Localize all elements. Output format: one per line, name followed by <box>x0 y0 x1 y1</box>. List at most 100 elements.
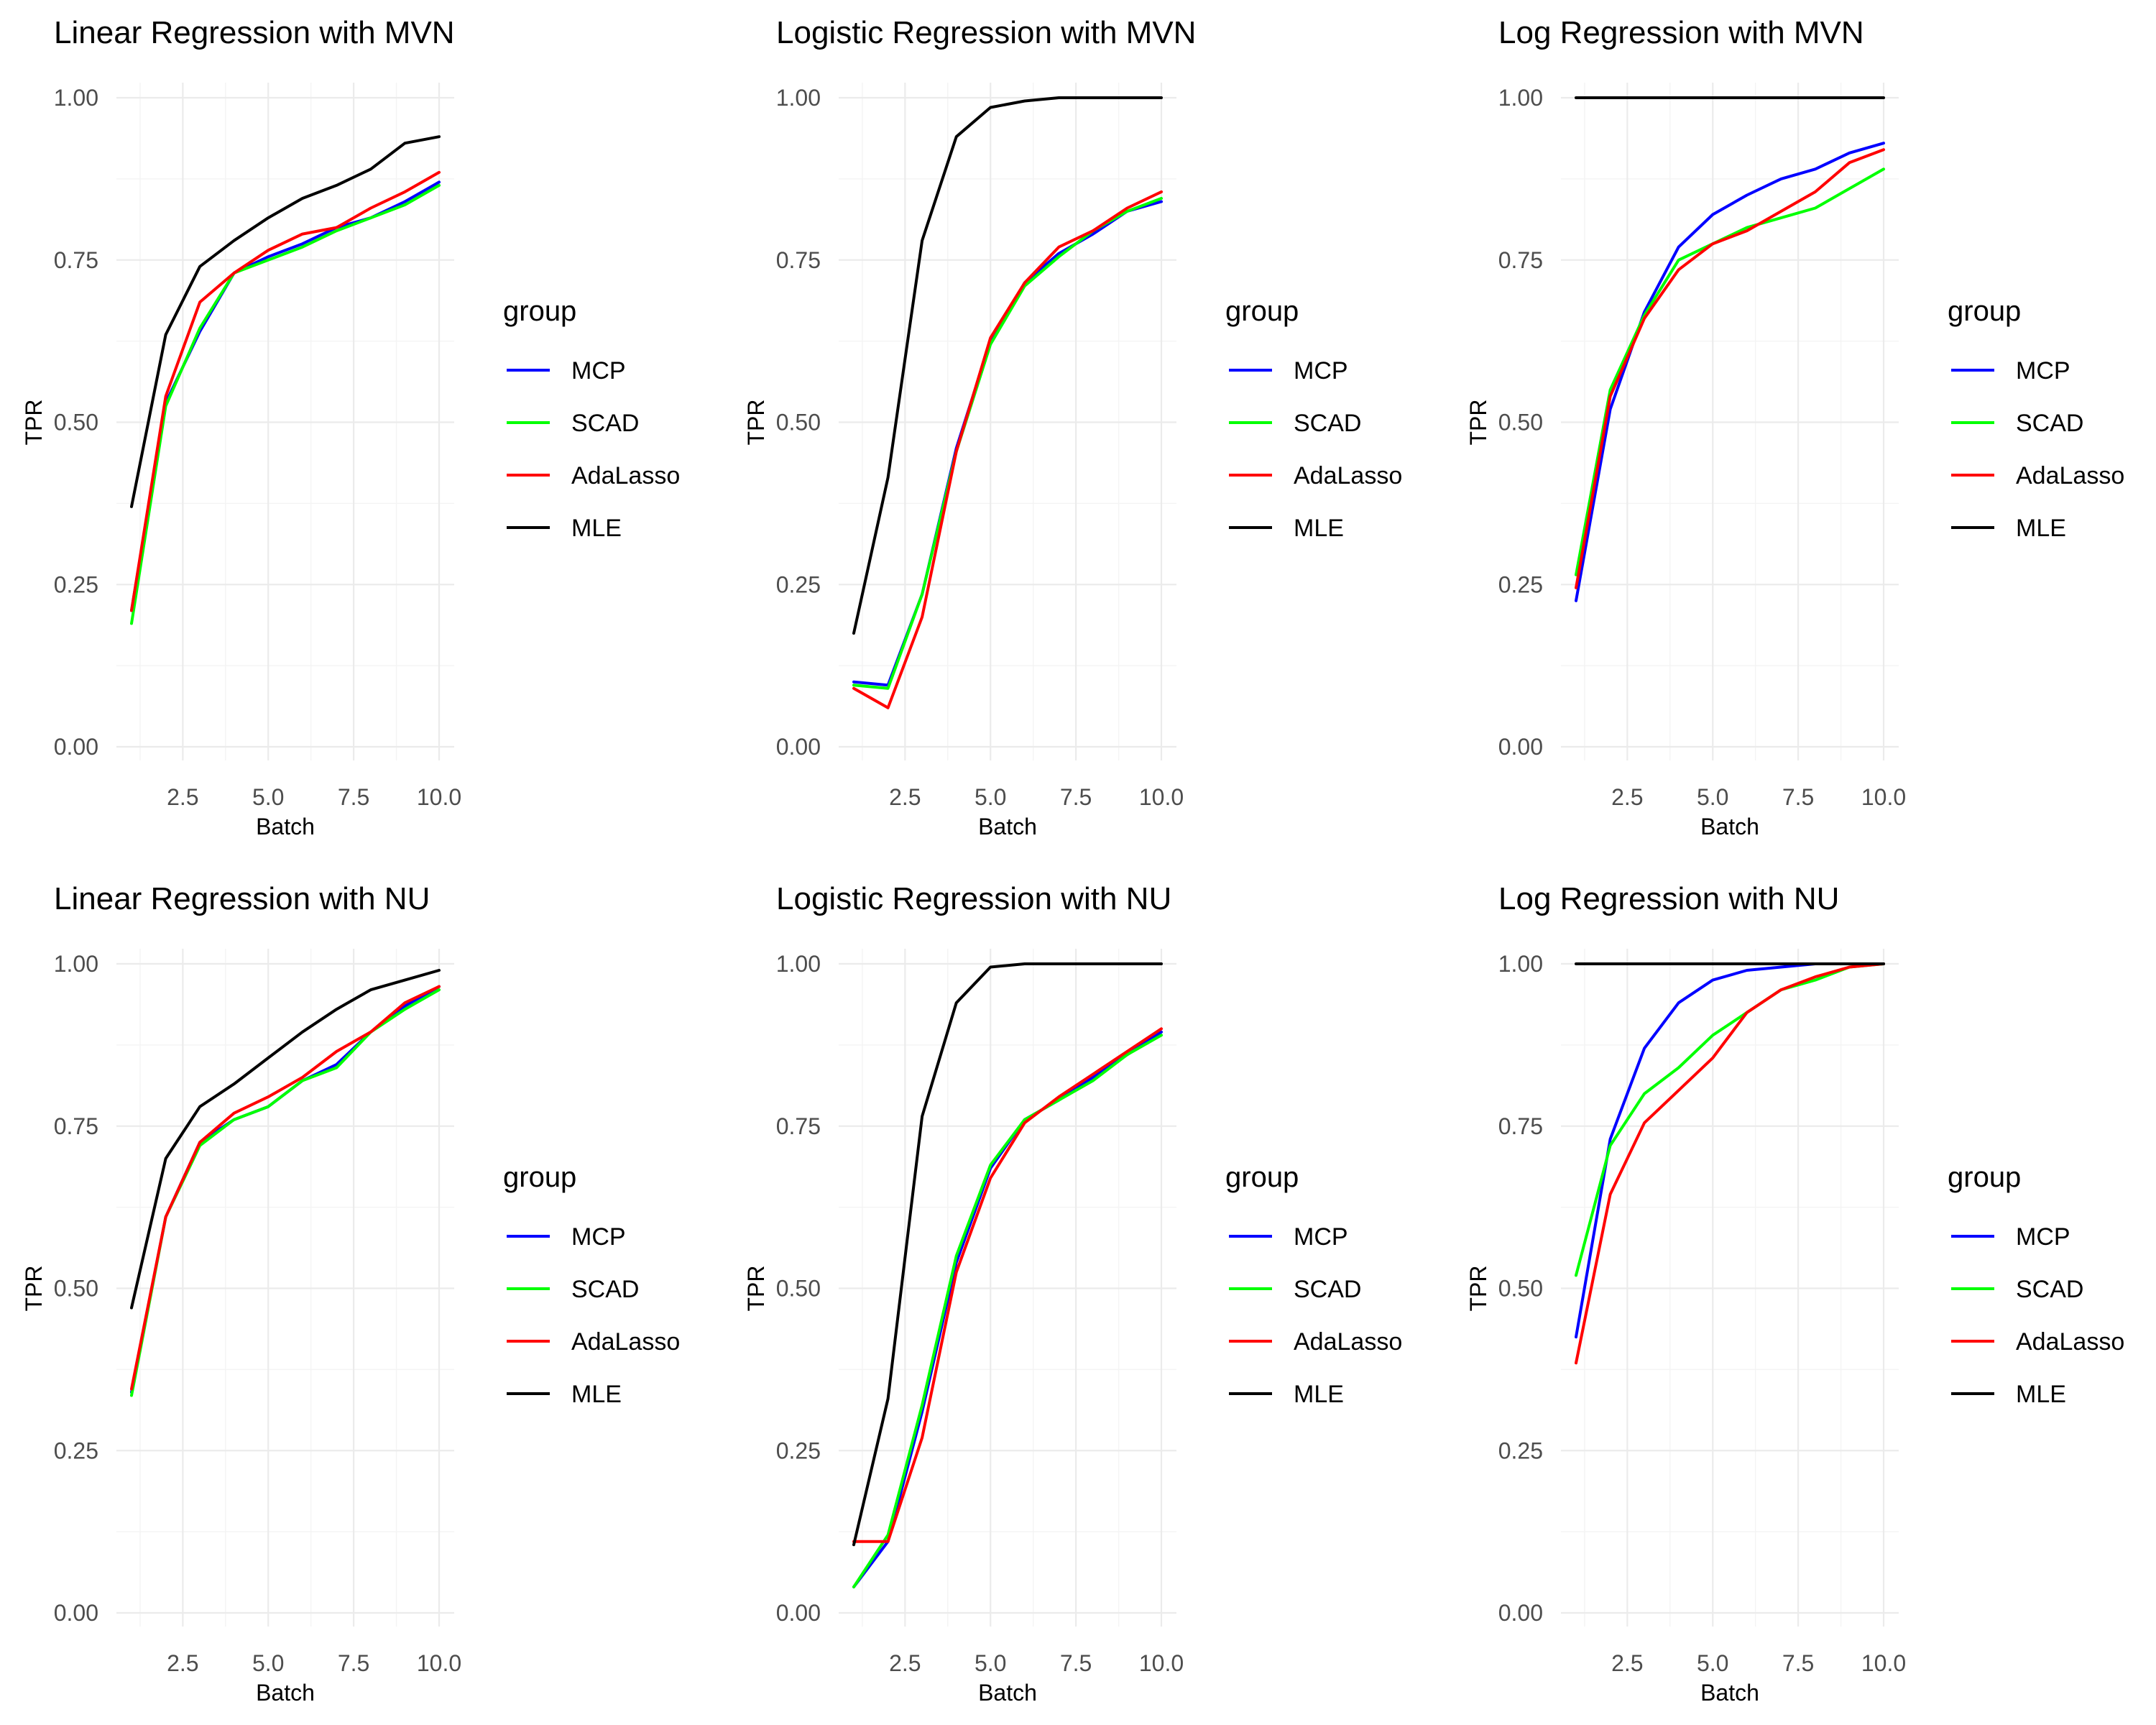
legend-label-adalasso: AdaLasso <box>2016 1328 2124 1356</box>
x-tick-label: 10.0 <box>1139 1650 1184 1676</box>
y-tick-label: 0.25 <box>54 571 98 597</box>
legend-label-mcp: MCP <box>571 357 626 385</box>
y-tick-label: 0.75 <box>1498 1113 1543 1139</box>
legend: group MCP SCAD AdaLasso MLE <box>503 1162 680 1408</box>
legend-label-adalasso: AdaLasso <box>1294 462 1402 489</box>
y-axis-title: TPR <box>1465 1266 1491 1312</box>
y-tick-label: 0.25 <box>1498 571 1543 597</box>
legend-label-mle: MLE <box>1294 515 1344 542</box>
chart-title: Log Regression with NU <box>1498 881 1839 916</box>
y-tick-label: 0.50 <box>1498 1276 1543 1302</box>
legend-title: group <box>1948 295 2021 327</box>
series-line-adalasso <box>1575 148 1885 589</box>
y-axis-title: TPR <box>1465 400 1491 446</box>
series-line-mle <box>130 135 441 508</box>
legend-label-mcp: MCP <box>2016 1223 2070 1251</box>
series-line-scad <box>1575 167 1885 576</box>
gridlines <box>1561 949 1899 1627</box>
x-tick-label: 5.0 <box>1697 1650 1728 1676</box>
y-tick-label: 1.00 <box>1498 951 1543 977</box>
y-tick-label: 1.00 <box>54 951 98 977</box>
legend: group MCP SCAD AdaLasso MLE <box>1225 1162 1402 1408</box>
x-tick-label: 5.0 <box>975 784 1006 810</box>
x-tick-label: 7.5 <box>1060 1650 1092 1676</box>
legend: group MCP SCAD AdaLasso MLE <box>503 295 680 542</box>
y-tick-label: 0.75 <box>54 247 98 273</box>
chart-title: Log Regression with MVN <box>1498 15 1864 50</box>
y-tick-label: 0.75 <box>1498 247 1543 273</box>
x-tick-label: 10.0 <box>417 784 461 810</box>
chart-panel-4: 0.00 0.25 0.50 0.75 1.00 2.5 5.0 7.5 10.0 Batch TP… <box>21 881 680 1706</box>
series-line-mcp <box>130 180 441 612</box>
y-tick-label: 0.75 <box>776 1113 821 1139</box>
y-tick-label: 1.00 <box>776 951 821 977</box>
y-tick-label: 0.00 <box>54 1600 98 1626</box>
chart-panel-6: 0.00 0.25 0.50 0.75 1.00 2.5 5.0 7.5 10.0 Batch TP… <box>1465 881 2124 1706</box>
y-tick-label: 0.00 <box>776 1600 821 1626</box>
chart-title: Linear Regression with NU <box>54 881 430 916</box>
series-line-adalasso <box>1575 962 1885 1365</box>
chart-panel-5: 0.00 0.25 0.50 0.75 1.00 2.5 5.0 7.5 10.0 Batch TP… <box>743 881 1402 1706</box>
y-tick-label: 0.50 <box>54 410 98 436</box>
x-tick-label: 5.0 <box>975 1650 1006 1676</box>
legend-label-scad: SCAD <box>2016 1276 2083 1303</box>
legend-label-scad: SCAD <box>2016 410 2083 437</box>
y-tick-label: 0.00 <box>776 734 821 760</box>
x-axis-title: Batch <box>256 814 315 840</box>
x-tick-label: 7.5 <box>338 1650 369 1676</box>
legend-label-mle: MLE <box>2016 515 2066 542</box>
series-line-scad <box>130 183 441 625</box>
series-line-adalasso <box>852 1027 1163 1543</box>
series-line-mcp <box>852 200 1163 687</box>
legend-title: group <box>503 1162 576 1193</box>
series-line-mle <box>852 96 1163 635</box>
gridlines <box>116 949 454 1627</box>
chart-title: Linear Regression with MVN <box>54 15 455 50</box>
chart-title: Logistic Regression with NU <box>776 881 1171 916</box>
series-line-adalasso <box>852 190 1163 709</box>
gridlines <box>839 83 1176 760</box>
legend-label-adalasso: AdaLasso <box>571 462 680 489</box>
x-axis-title: Batch <box>1700 814 1759 840</box>
legend-label-scad: SCAD <box>1294 410 1361 437</box>
legend-label-mcp: MCP <box>2016 357 2070 385</box>
y-axis-title: TPR <box>743 1266 769 1312</box>
x-tick-label: 7.5 <box>338 784 369 810</box>
series-line-scad <box>852 1034 1163 1588</box>
legend-label-scad: SCAD <box>1294 1276 1361 1303</box>
x-tick-label: 5.0 <box>1697 784 1728 810</box>
y-tick-label: 0.00 <box>1498 1600 1543 1626</box>
y-tick-label: 0.50 <box>1498 410 1543 436</box>
x-tick-label: 2.5 <box>167 1650 198 1676</box>
legend-label-adalasso: AdaLasso <box>571 1328 680 1356</box>
x-tick-label: 2.5 <box>1611 784 1643 810</box>
x-axis-title: Batch <box>978 1680 1037 1706</box>
x-tick-label: 2.5 <box>1611 1650 1643 1676</box>
chart-panel-2: 0.00 0.25 0.50 0.75 1.00 2.5 5.0 7.5 10.0 Batch TP… <box>743 15 1402 840</box>
legend-label-mcp: MCP <box>1294 1223 1348 1251</box>
chart-panel-1: 0.00 0.25 0.50 0.75 1.00 2.5 5.0 7.5 10.0 Batch TP… <box>21 15 680 840</box>
y-tick-label: 0.75 <box>54 1113 98 1139</box>
series-line-adalasso <box>130 170 441 612</box>
x-tick-label: 5.0 <box>252 1650 284 1676</box>
x-tick-label: 7.5 <box>1782 1650 1814 1676</box>
chart-title: Logistic Regression with MVN <box>776 15 1196 50</box>
y-axis-title: TPR <box>21 400 47 446</box>
y-tick-label: 0.25 <box>776 1438 821 1463</box>
x-tick-label: 10.0 <box>1861 1650 1906 1676</box>
y-tick-label: 0.50 <box>776 410 821 436</box>
x-tick-label: 10.0 <box>417 1650 461 1676</box>
y-tick-label: 0.25 <box>1498 1438 1543 1463</box>
legend-title: group <box>1948 1162 2021 1193</box>
y-tick-label: 1.00 <box>776 85 821 111</box>
x-tick-label: 10.0 <box>1139 784 1184 810</box>
legend-label-mle: MLE <box>571 515 622 542</box>
x-tick-label: 2.5 <box>889 1650 921 1676</box>
legend-label-mcp: MCP <box>1294 357 1348 385</box>
x-tick-label: 10.0 <box>1861 784 1906 810</box>
x-axis-title: Batch <box>1700 1680 1759 1706</box>
legend-label-adalasso: AdaLasso <box>2016 462 2124 489</box>
y-tick-label: 1.00 <box>54 85 98 111</box>
y-tick-label: 0.00 <box>1498 734 1543 760</box>
